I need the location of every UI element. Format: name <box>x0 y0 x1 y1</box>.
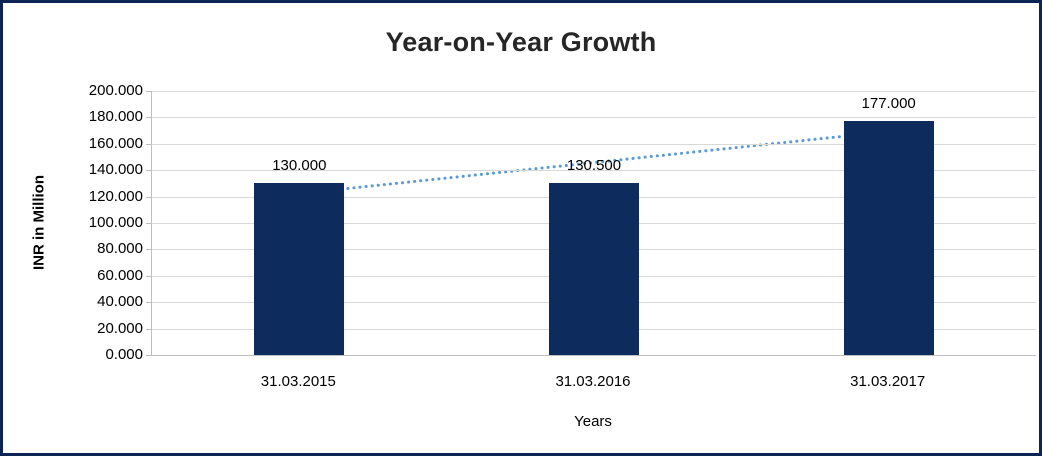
y-tick-label: 100.000 <box>88 214 143 231</box>
y-tick-label: 160.000 <box>88 134 143 152</box>
y-axis-title: INR in Million <box>30 175 48 271</box>
gridline <box>152 117 1036 119</box>
bar-value-label: 130.000 <box>272 157 327 175</box>
y-tick-mark <box>146 355 152 356</box>
bar <box>843 121 934 355</box>
chart-title: Year-on-Year Growth <box>385 27 657 57</box>
y-tick-label: 40.000 <box>97 293 143 311</box>
plot-area: 130.000 130.500 177.000 <box>146 91 1036 356</box>
x-tick-label: 31.03.2015 <box>260 373 336 390</box>
trendline <box>297 130 891 196</box>
x-tick-label: 31.03.2017 <box>850 373 926 390</box>
y-tick-mark <box>146 328 152 330</box>
y-tick-mark <box>146 249 152 251</box>
y-tick-label: 0.000 <box>105 346 143 363</box>
y-tick-mark <box>146 302 152 304</box>
y-tick-label: 80.000 <box>97 240 143 258</box>
x-tick-label: 31.03.2016 <box>555 373 631 390</box>
y-tick-mark <box>146 196 152 198</box>
y-tick-label: 120.000 <box>88 187 143 205</box>
y-tick-label: 180.000 <box>88 108 143 126</box>
y-tick-label: 60.000 <box>97 266 143 284</box>
y-tick-mark <box>146 223 152 224</box>
bar-value-label: 177.000 <box>861 95 916 113</box>
gridline <box>152 91 1036 92</box>
x-axis-title: Years <box>574 413 612 430</box>
y-tick-mark <box>146 170 152 172</box>
y-tick-mark <box>146 275 152 277</box>
y-tick-mark <box>146 91 152 92</box>
gridline <box>152 170 1036 172</box>
y-tick-label: 140.000 <box>88 161 143 179</box>
y-tick-label: 20.000 <box>97 319 143 337</box>
y-tick-label: 200.000 <box>88 82 143 99</box>
y-tick-mark <box>146 143 152 145</box>
gridline <box>152 143 1036 145</box>
bar-value-label: 130.500 <box>566 156 622 174</box>
y-tick-mark <box>146 117 152 119</box>
bar <box>549 182 639 355</box>
bar <box>254 183 345 355</box>
